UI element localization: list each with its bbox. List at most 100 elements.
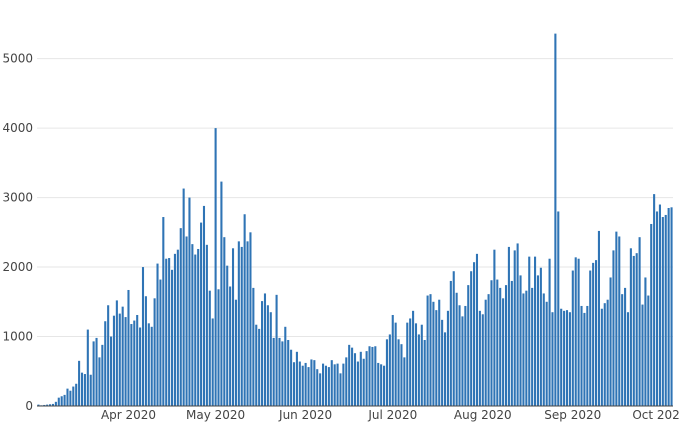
bar[interactable] [403,357,406,406]
bar[interactable] [583,312,586,406]
bar[interactable] [252,287,255,406]
bar[interactable] [220,181,223,406]
bar[interactable] [191,244,194,406]
bar[interactable] [650,223,653,406]
bar[interactable] [110,336,113,406]
bar[interactable] [176,249,179,406]
bar[interactable] [234,299,237,406]
bar[interactable] [333,364,336,406]
bar[interactable] [63,394,66,406]
bar[interactable] [377,362,380,406]
bar[interactable] [336,363,339,406]
bar[interactable] [461,316,464,406]
bar[interactable] [615,231,618,406]
bar[interactable] [481,314,484,406]
bar[interactable] [664,214,667,406]
bar[interactable] [301,365,304,406]
bar[interactable] [519,275,522,406]
bar[interactable] [165,258,168,406]
bar[interactable] [197,248,200,406]
bar[interactable] [310,359,313,406]
bar[interactable] [322,363,325,406]
bar[interactable] [351,347,354,406]
bar[interactable] [185,236,188,406]
bar[interactable] [272,337,275,406]
bar[interactable] [327,367,330,406]
bar[interactable] [429,294,432,406]
bar[interactable] [635,253,638,406]
bar[interactable] [139,327,142,406]
bar[interactable] [246,241,249,406]
bar[interactable] [37,404,40,406]
bar[interactable] [115,300,118,406]
bar[interactable] [435,310,438,406]
bar[interactable] [118,313,121,406]
bar[interactable] [394,322,397,406]
bar[interactable] [606,299,609,406]
bar[interactable] [214,128,217,407]
bar[interactable] [449,280,452,406]
bar[interactable] [441,319,444,406]
bar[interactable] [78,360,81,406]
bar[interactable] [443,332,447,406]
bar[interactable] [644,277,647,406]
bar[interactable] [104,321,107,406]
bar[interactable] [150,326,153,406]
bar[interactable] [72,386,75,406]
bar[interactable] [263,293,267,406]
bar[interactable] [626,312,630,406]
bar[interactable] [43,404,46,406]
bar[interactable] [470,271,473,406]
bar[interactable] [86,329,89,406]
bar[interactable] [124,317,127,406]
bar[interactable] [304,362,307,406]
bar[interactable] [75,383,78,406]
bar[interactable] [423,340,426,406]
bar[interactable] [595,260,598,406]
bar[interactable] [368,346,371,406]
bar[interactable] [359,351,362,406]
bar[interactable] [478,310,481,406]
bar[interactable] [560,308,563,406]
bar[interactable] [580,305,583,406]
bar[interactable] [455,292,458,406]
bar[interactable] [171,269,174,406]
bar[interactable] [496,279,499,406]
bar[interactable] [525,290,528,406]
bar[interactable] [383,365,386,406]
bar[interactable] [528,256,531,406]
bar[interactable] [385,339,388,406]
bar[interactable] [513,250,516,406]
bar[interactable] [438,299,441,406]
bar[interactable] [313,360,316,406]
bar[interactable] [653,194,656,406]
bar[interactable] [406,322,409,406]
bar[interactable] [592,262,595,406]
bar[interactable] [647,295,650,406]
bar[interactable] [162,217,165,406]
bar[interactable] [371,346,374,406]
bar[interactable] [542,293,545,406]
bar[interactable] [536,275,539,406]
bar[interactable] [231,248,235,406]
bar[interactable] [57,397,60,406]
bar[interactable] [159,279,162,406]
bar[interactable] [612,250,615,406]
bar[interactable] [545,301,548,406]
bar[interactable] [563,310,566,406]
bar[interactable] [655,211,659,406]
bar[interactable] [60,396,63,406]
bar[interactable] [107,305,110,406]
bar[interactable] [316,369,319,406]
bar[interactable] [510,280,513,406]
bar[interactable] [467,285,470,406]
bar[interactable] [208,290,211,406]
bar[interactable] [136,314,139,406]
bar[interactable] [374,346,377,406]
bar[interactable] [574,257,577,406]
bar[interactable] [629,248,632,406]
bar[interactable] [609,277,612,406]
bar[interactable] [603,303,606,406]
bar[interactable] [95,337,98,406]
bar[interactable] [130,324,133,406]
